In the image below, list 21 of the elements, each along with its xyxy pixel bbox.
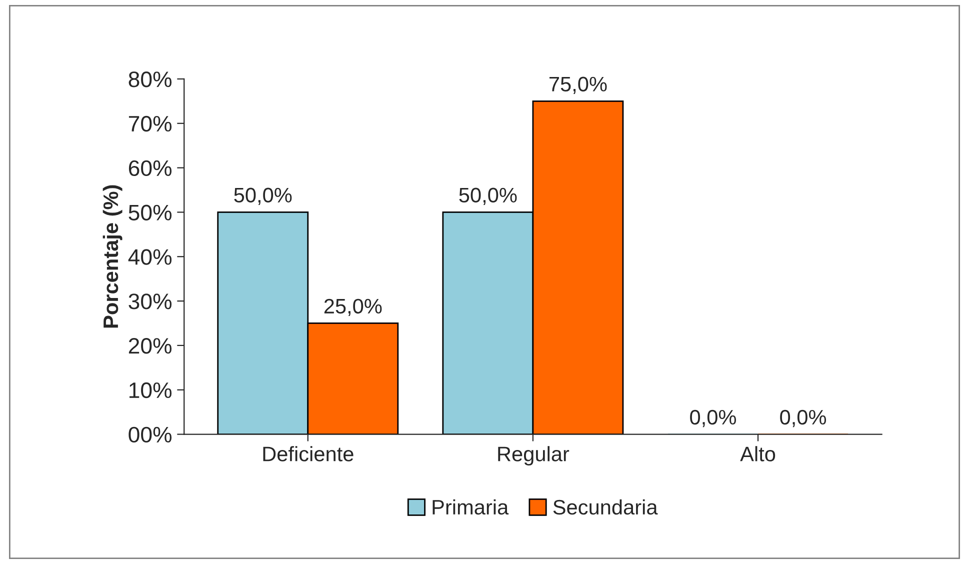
data-label: 0,0% <box>780 410 826 428</box>
y-tick-label: 70% <box>128 116 172 132</box>
y-tick-label: 00% <box>128 426 172 443</box>
data-label: 50,0% <box>459 188 517 205</box>
y-tick-label: 80% <box>128 71 172 88</box>
x-tick-label: Alto <box>740 446 776 462</box>
y-tick-label: 60% <box>128 160 172 176</box>
y-tick-label: 40% <box>128 249 172 265</box>
x-tick-label: Regular <box>498 446 570 466</box>
y-tick-label: 10% <box>130 382 172 398</box>
data-label: 25,0% <box>324 298 382 316</box>
legend-label: Primaria <box>432 499 509 515</box>
data-label: 75,0% <box>549 76 607 94</box>
y-axis-title: Porcentaje (%) <box>102 185 122 328</box>
y-tick-label: 30% <box>128 294 172 310</box>
x-tick-label: Deficiente <box>263 446 354 462</box>
y-tick-label: 20% <box>128 338 172 354</box>
legend-label: Secundaria <box>553 499 658 515</box>
y-tick-label: 50% <box>128 204 172 220</box>
data-label: 50,0% <box>234 188 292 205</box>
data-label: 0,0% <box>690 410 736 428</box>
